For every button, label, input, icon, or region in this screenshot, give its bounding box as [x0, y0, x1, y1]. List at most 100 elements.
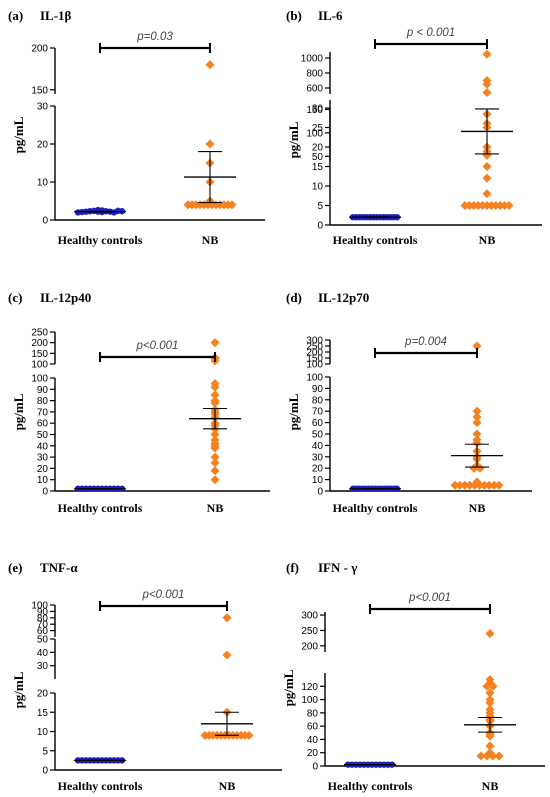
- panel-label: (d): [286, 290, 302, 305]
- panel-title: IL-12p70: [318, 290, 369, 305]
- panel-title: IL-12p40: [40, 290, 91, 305]
- y-tick-label: 30: [312, 452, 324, 463]
- panel-f: (f) IFN - γ pg/mL 0 20 40 60 80 100 120 200 250 300 H…: [281, 560, 545, 793]
- p-value-label: p<0.001: [408, 592, 451, 604]
- y-tick-label: 20: [312, 143, 324, 154]
- data-point-nb: [485, 688, 495, 698]
- data-point-nb: [482, 189, 492, 199]
- y-tick-label: 20: [312, 464, 324, 475]
- data-point-nb: [485, 741, 495, 751]
- data-point-nb: [210, 452, 220, 462]
- p-value-label: p < 0.001: [406, 27, 455, 39]
- y-tick-label: 10: [312, 475, 324, 486]
- data-point-nb: [488, 751, 498, 761]
- data-point-nb: [472, 418, 482, 428]
- data-point-healthy: [98, 207, 106, 214]
- y-tick-label: 100: [31, 374, 48, 385]
- y-tick-label: 20: [37, 689, 49, 700]
- y-tick-label: 60: [37, 419, 49, 430]
- y-tick-label: 1000: [301, 54, 324, 65]
- y-tick-label: 50: [37, 430, 49, 441]
- y-tick-label: 70: [312, 407, 324, 418]
- y-tick-label: 5: [317, 201, 323, 212]
- data-point-nb: [494, 480, 504, 490]
- y-tick-label: 200: [31, 44, 48, 55]
- x-category-label: NB: [207, 501, 224, 515]
- y-tick-label: 100: [31, 360, 48, 371]
- p-value-label: p<0.001: [142, 589, 185, 601]
- data-point-nb: [488, 681, 498, 691]
- data-point-nb: [210, 398, 220, 408]
- data-point-nb: [205, 139, 215, 149]
- y-axis-label: pg/mL: [286, 121, 301, 158]
- data-point-nb: [485, 731, 495, 741]
- y-axis-label: pg/mL: [286, 393, 301, 430]
- data-point-nb: [482, 79, 492, 89]
- y-tick-label: 40: [37, 648, 49, 659]
- y-tick-label: 10: [37, 178, 49, 189]
- y-tick-label: 150: [31, 349, 48, 360]
- y-tick-label: 15: [312, 162, 324, 173]
- y-tick-label: 50: [312, 152, 324, 163]
- x-category-label: Healthy controls: [333, 233, 418, 247]
- data-point-nb: [482, 173, 492, 183]
- x-category-label: Healthy controls: [328, 779, 413, 793]
- panel-label: (e): [8, 560, 22, 575]
- panel-label: (f): [286, 560, 299, 575]
- panel-title: TNF-α: [40, 560, 78, 575]
- y-tick-label: 50: [37, 635, 49, 646]
- x-category-label: NB: [482, 779, 499, 793]
- y-tick-label: 15: [37, 708, 49, 719]
- y-tick-label: 80: [312, 395, 324, 406]
- y-tick-label: 250: [306, 342, 323, 353]
- panel-label: (c): [8, 290, 22, 305]
- data-point-nb: [494, 751, 504, 761]
- panel-title: IL-6: [318, 8, 343, 23]
- data-point-nb: [485, 629, 495, 639]
- p-value-label: p<0.001: [136, 340, 179, 352]
- y-tick-label: 70: [37, 407, 49, 418]
- x-category-label: Healthy controls: [58, 501, 143, 515]
- y-tick-label: 0: [42, 487, 48, 498]
- data-point-nb: [210, 458, 220, 468]
- data-point-nb: [227, 200, 237, 210]
- y-tick-label: 70: [37, 620, 49, 631]
- y-tick-label: 300: [306, 336, 323, 347]
- y-tick-label: 120: [301, 682, 318, 693]
- y-axis-label: pg/mL: [11, 671, 26, 708]
- y-tick-label: 10: [312, 182, 324, 193]
- y-tick-label: 200: [31, 338, 48, 349]
- y-axis-label: pg/mL: [281, 669, 296, 706]
- x-category-label: Healthy controls: [333, 501, 418, 515]
- y-tick-label: 300: [301, 611, 318, 622]
- y-tick-label: 25: [312, 123, 324, 134]
- y-tick-label: 60: [307, 722, 319, 733]
- y-tick-label: 100: [306, 360, 323, 371]
- data-point-nb: [210, 429, 220, 440]
- y-tick-label: 5: [42, 746, 48, 757]
- y-tick-label: 0: [42, 766, 48, 777]
- x-category-label: Healthy controls: [58, 779, 143, 793]
- data-point-nb: [485, 698, 495, 708]
- y-tick-label: 20: [37, 140, 49, 151]
- panel-label: (a): [8, 8, 23, 23]
- y-tick-label: 200: [306, 348, 323, 359]
- panel-b: (b) IL-6 pg/mL 0 5 10 15 20 25 30 50 100 150 600 800 10…: [286, 8, 542, 247]
- y-tick-label: 150: [306, 105, 323, 116]
- y-tick-label: 250: [301, 626, 318, 637]
- data-point-nb: [210, 475, 220, 485]
- y-tick-label: 80: [37, 396, 49, 407]
- data-point-nb: [482, 49, 492, 59]
- y-tick-label: 90: [312, 384, 324, 395]
- panel-label: (b): [286, 8, 302, 23]
- x-category-label: NB: [469, 501, 486, 515]
- y-tick-label: 90: [37, 607, 49, 618]
- data-point-nb: [482, 751, 492, 761]
- y-tick-label: 150: [306, 354, 323, 365]
- y-tick-label: 0: [42, 216, 48, 227]
- y-tick-label: 100: [306, 128, 323, 139]
- y-tick-label: 30: [37, 453, 49, 464]
- y-tick-label: 150: [31, 85, 48, 96]
- panel-a: (a) IL-1β pg/mL 0 10 20 30 150 200 Healthy contro…: [8, 8, 265, 247]
